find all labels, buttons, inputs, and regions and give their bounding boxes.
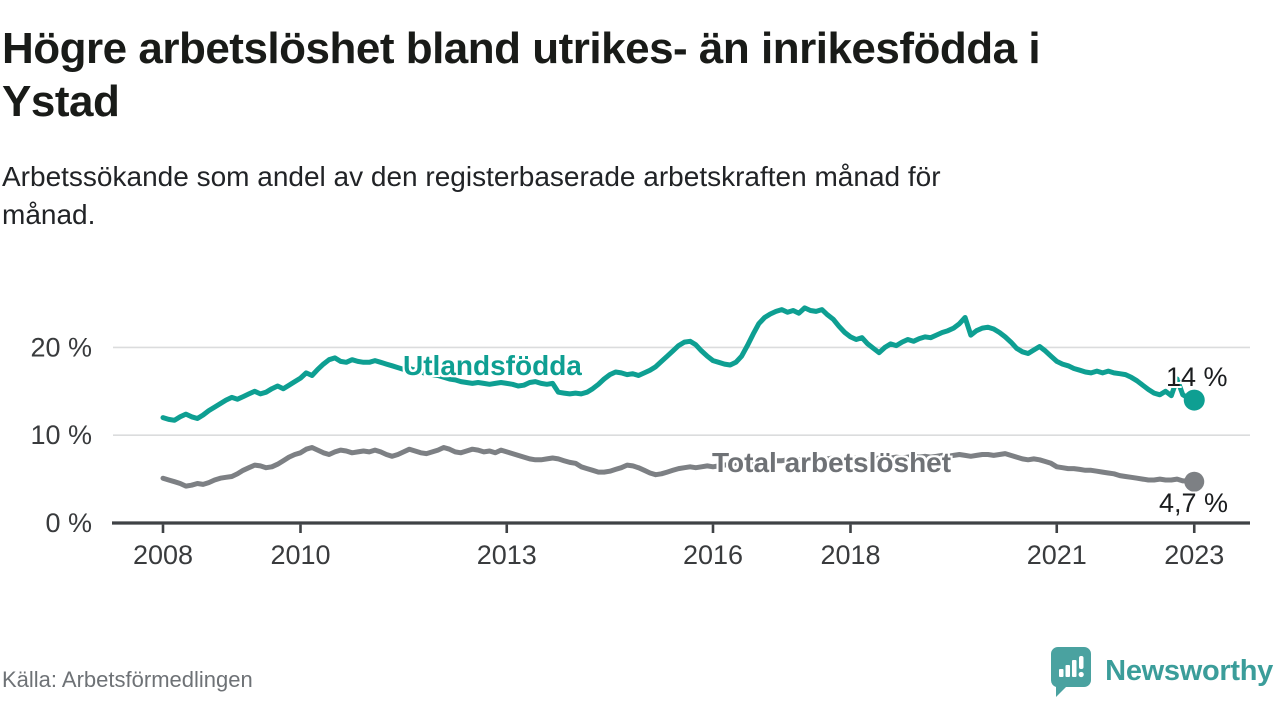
series-line-total [160,445,1197,489]
x-axis-label: 2008 [133,540,193,570]
x-axis-label: 2013 [477,540,537,570]
end-dot-total [1184,471,1205,492]
x-axis-label: 2016 [683,540,743,570]
end-value-label-total: 4,7 % [1159,488,1229,518]
page-subtitle: Arbetssökande som andel av den registerb… [2,161,941,230]
x-axis-label: 2018 [820,540,880,570]
page-title: Högre arbetslöshet bland utrikes- än inr… [2,24,1041,126]
source-note: Källa: Arbetsförmedlingen [2,667,253,692]
end-dot-utlandsfodda [1183,389,1205,411]
x-axis-label: 2021 [1027,540,1087,570]
newsworthy-logo-icon [1051,647,1092,697]
newsworthy-brand: Newsworthy [1049,646,1273,698]
series-label-utlandsfodda: Utlandsfödda [403,350,582,381]
brand-name: Newsworthy [1105,655,1273,687]
series-line-utlandsfodda [160,305,1197,423]
y-axis-label: 0 % [45,508,92,538]
end-value-label-utlandsfodda: 14 % [1166,362,1228,392]
y-axis-label: 20 % [30,332,92,362]
x-axis-label: 2023 [1164,540,1224,570]
x-axis-label: 2010 [270,540,330,570]
series-label-total-arbetsloshet: Total arbetslöshet [712,447,952,478]
y-axis-label: 10 % [30,420,92,450]
